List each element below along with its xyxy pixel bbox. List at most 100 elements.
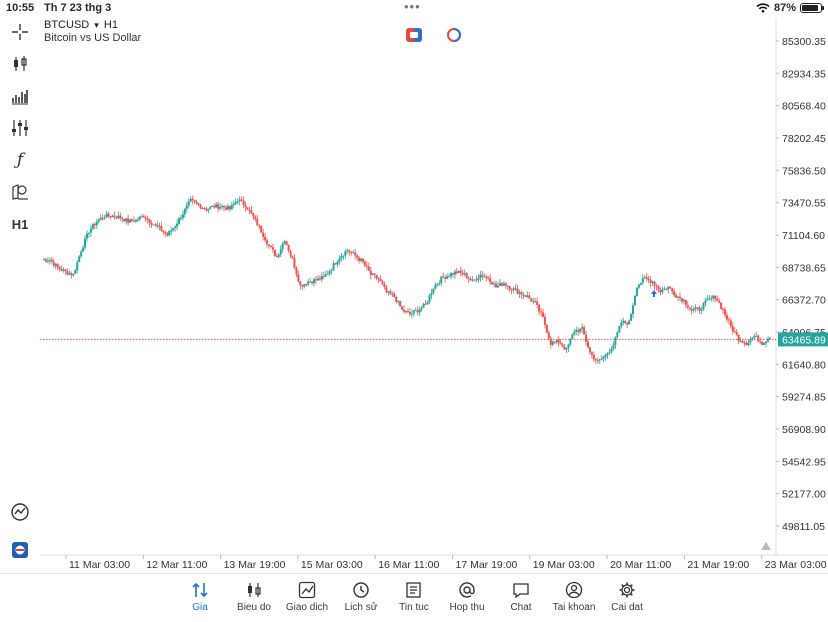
- tab-settings[interactable]: Cai dat: [597, 580, 657, 613]
- candle-body: [406, 311, 409, 313]
- candle-body: [528, 295, 531, 299]
- one-click-trading-icon[interactable]: [406, 28, 422, 42]
- candle-body: [485, 276, 488, 278]
- tab-price-label: Gia: [192, 602, 208, 613]
- candle-body: [590, 352, 593, 355]
- candle-body: [211, 205, 214, 207]
- candle-body: [628, 320, 631, 325]
- candle-body: [99, 217, 102, 220]
- candle-body: [741, 341, 744, 343]
- candle-body: [530, 298, 533, 302]
- candle-body: [653, 281, 656, 286]
- candle-body: [428, 295, 431, 302]
- candle-body: [322, 276, 325, 278]
- candles-icon: [224, 580, 284, 600]
- candle-body: [131, 219, 134, 221]
- candle-body: [170, 230, 173, 232]
- candle-body: [136, 219, 139, 221]
- candle-body: [645, 277, 648, 279]
- indicators-icon[interactable]: [6, 83, 34, 109]
- price-axis-label: 52177.00: [782, 489, 826, 501]
- timeframe-button[interactable]: H1: [11, 216, 29, 232]
- candle-body: [207, 208, 210, 211]
- symbol-header[interactable]: BTCUSD ▾ H1 Bitcoin vs US Dollar: [44, 19, 141, 45]
- candle-body: [680, 298, 683, 302]
- tab-account[interactable]: Tai khoan: [544, 580, 604, 613]
- candle-body: [238, 199, 241, 202]
- candle-body: [226, 206, 229, 210]
- candle-body: [46, 260, 49, 262]
- app-logo-icon[interactable]: [6, 537, 34, 563]
- bottom-tab-bar: Gia Bieu do Giao dich Lich sử Tin tuc Ho…: [0, 573, 828, 622]
- candle-body: [266, 240, 269, 245]
- candle-body: [332, 263, 335, 270]
- candle-body: [164, 231, 167, 234]
- candle-body: [109, 216, 112, 218]
- candle-body: [97, 219, 100, 222]
- candle-body: [436, 283, 439, 285]
- candle-body: [616, 332, 619, 337]
- market-watch-icon[interactable]: [6, 499, 34, 525]
- candle-body: [487, 276, 490, 279]
- time-axis-label: 12 Mar 11:00: [146, 559, 207, 571]
- multitask-dots-icon[interactable]: •••: [404, 0, 421, 14]
- tab-trade[interactable]: Giao dich: [277, 580, 337, 613]
- candle-body: [221, 205, 224, 208]
- crosshair-icon[interactable]: [6, 19, 34, 45]
- function-icon[interactable]: ƒ: [16, 150, 24, 170]
- candle-body: [493, 283, 496, 285]
- price-axis-label: 75836.50: [782, 165, 826, 177]
- candle-body: [342, 255, 345, 257]
- wifi-icon: [756, 3, 770, 13]
- candle-body: [504, 283, 507, 286]
- candle-body: [671, 288, 674, 292]
- candle-body: [551, 341, 554, 345]
- candle-body: [567, 344, 570, 348]
- time-axis-label: 15 Mar 03:00: [301, 559, 363, 571]
- tab-chart[interactable]: Bieu do: [224, 580, 284, 613]
- tab-settings-label: Cai dat: [611, 602, 643, 613]
- tab-chat[interactable]: Chat: [491, 580, 551, 613]
- status-date: Th 7 23 thg 3: [44, 2, 112, 14]
- objects-shapes-icon[interactable]: [6, 179, 34, 205]
- candle-body: [152, 224, 155, 226]
- candle-body: [381, 281, 384, 285]
- price-axis-label: 49811.05: [782, 521, 825, 533]
- time-axis-label: 17 Mar 19:00: [456, 559, 518, 571]
- candle-body: [285, 241, 288, 245]
- chart-type-candles-icon[interactable]: [6, 51, 34, 77]
- candle-body: [549, 338, 552, 345]
- candle-body: [91, 224, 94, 229]
- candle-body: [309, 281, 312, 283]
- candle-body: [117, 215, 120, 219]
- price-axis-label: 85300.35: [782, 36, 826, 48]
- candle-body: [391, 293, 394, 295]
- time-axis-label: 16 Mar 11:00: [378, 559, 439, 571]
- tab-price[interactable]: Gia: [170, 580, 230, 613]
- settings-sliders-icon[interactable]: [6, 115, 34, 141]
- candle-body: [547, 332, 550, 339]
- candle-body: [132, 220, 135, 222]
- tab-history[interactable]: Lich sử: [331, 580, 391, 613]
- candle-body: [379, 278, 382, 282]
- tab-mailbox[interactable]: Hop thu: [437, 580, 497, 613]
- tab-news[interactable]: Tin tuc: [384, 580, 444, 613]
- candle-body: [62, 269, 65, 271]
- candle-body: [301, 285, 304, 287]
- candle-body: [532, 301, 535, 303]
- trade-levels-icon[interactable]: [446, 28, 462, 42]
- candle-body: [690, 308, 693, 311]
- candle-body: [451, 273, 454, 275]
- candle-body: [710, 298, 713, 300]
- chat-bubble-icon: [491, 580, 551, 600]
- candle-body: [56, 263, 59, 268]
- candle-body: [543, 316, 546, 325]
- candle-body: [516, 288, 519, 294]
- candle-body: [158, 226, 161, 228]
- candle-body: [426, 301, 429, 305]
- candle-body: [731, 326, 734, 332]
- candle-body: [720, 302, 723, 309]
- candle-body: [138, 216, 141, 220]
- candle-body: [457, 270, 460, 273]
- price-chart[interactable]: 85300.35 82934.35 80568.40 78202.45 75836.50…: [0, 18, 828, 573]
